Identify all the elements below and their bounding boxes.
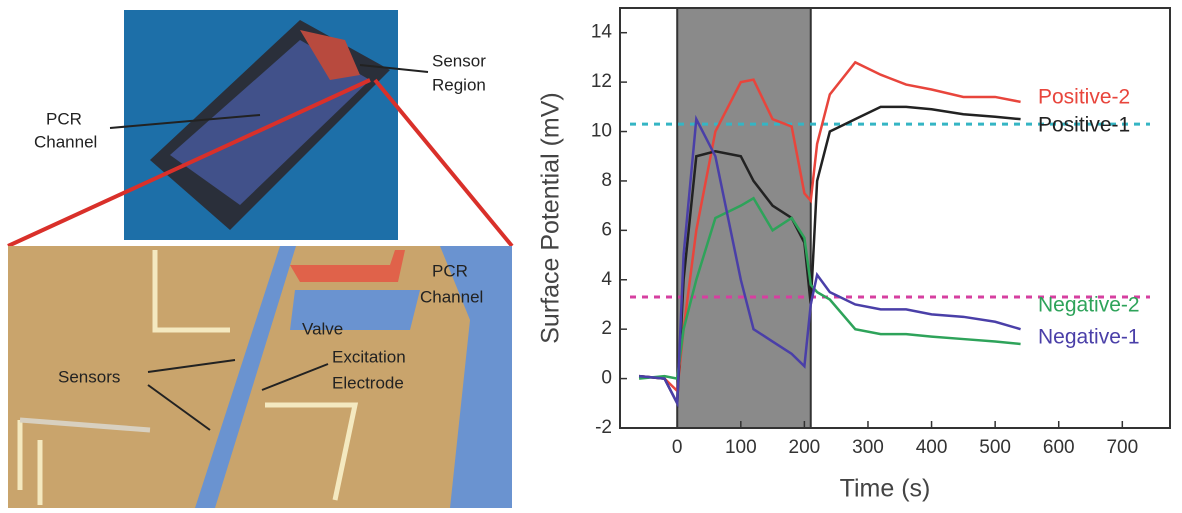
legend-label: Positive-1	[1038, 114, 1130, 137]
y-tick-label: 2	[601, 318, 612, 339]
x-tick-label: 700	[1106, 437, 1138, 458]
y-tick-label: 6	[601, 219, 612, 240]
label: PCR	[46, 109, 82, 128]
label: Excitation	[332, 347, 406, 366]
legend-label: Negative-1	[1038, 326, 1140, 349]
label: PCR	[432, 261, 468, 280]
y-tick-label: -2	[595, 417, 612, 438]
label: Channel	[34, 132, 97, 151]
label: Electrode	[332, 373, 404, 392]
label: Sensors	[58, 367, 120, 386]
x-tick-label: 200	[789, 437, 821, 458]
label: Channel	[420, 287, 483, 306]
y-tick-label: 8	[601, 170, 612, 191]
y-tick-label: 10	[591, 121, 612, 142]
y-tick-label: 4	[601, 269, 612, 290]
label: Sensor	[432, 51, 486, 70]
legend-label: Positive-2	[1038, 86, 1130, 109]
x-axis-label: Time (s)	[840, 475, 931, 503]
label: Valve	[302, 319, 343, 338]
figure: Sensor Region PCR Channel PCR Channel Va…	[0, 0, 1182, 508]
y-tick-label: 14	[591, 22, 613, 43]
y-tick-label: 0	[601, 368, 612, 389]
y-axis-label: Surface Potential (mV)	[537, 92, 565, 344]
x-tick-label: 500	[979, 437, 1011, 458]
page: Sensor Region PCR Channel PCR Channel Va…	[0, 0, 1182, 513]
x-tick-label: 400	[916, 437, 948, 458]
label: Region	[432, 75, 486, 94]
x-tick-label: 300	[852, 437, 884, 458]
x-tick-label: 100	[725, 437, 757, 458]
x-tick-label: 0	[672, 437, 683, 458]
x-tick-label: 600	[1043, 437, 1075, 458]
legend-label: Negative-2	[1038, 294, 1140, 317]
y-tick-label: 12	[591, 71, 612, 92]
